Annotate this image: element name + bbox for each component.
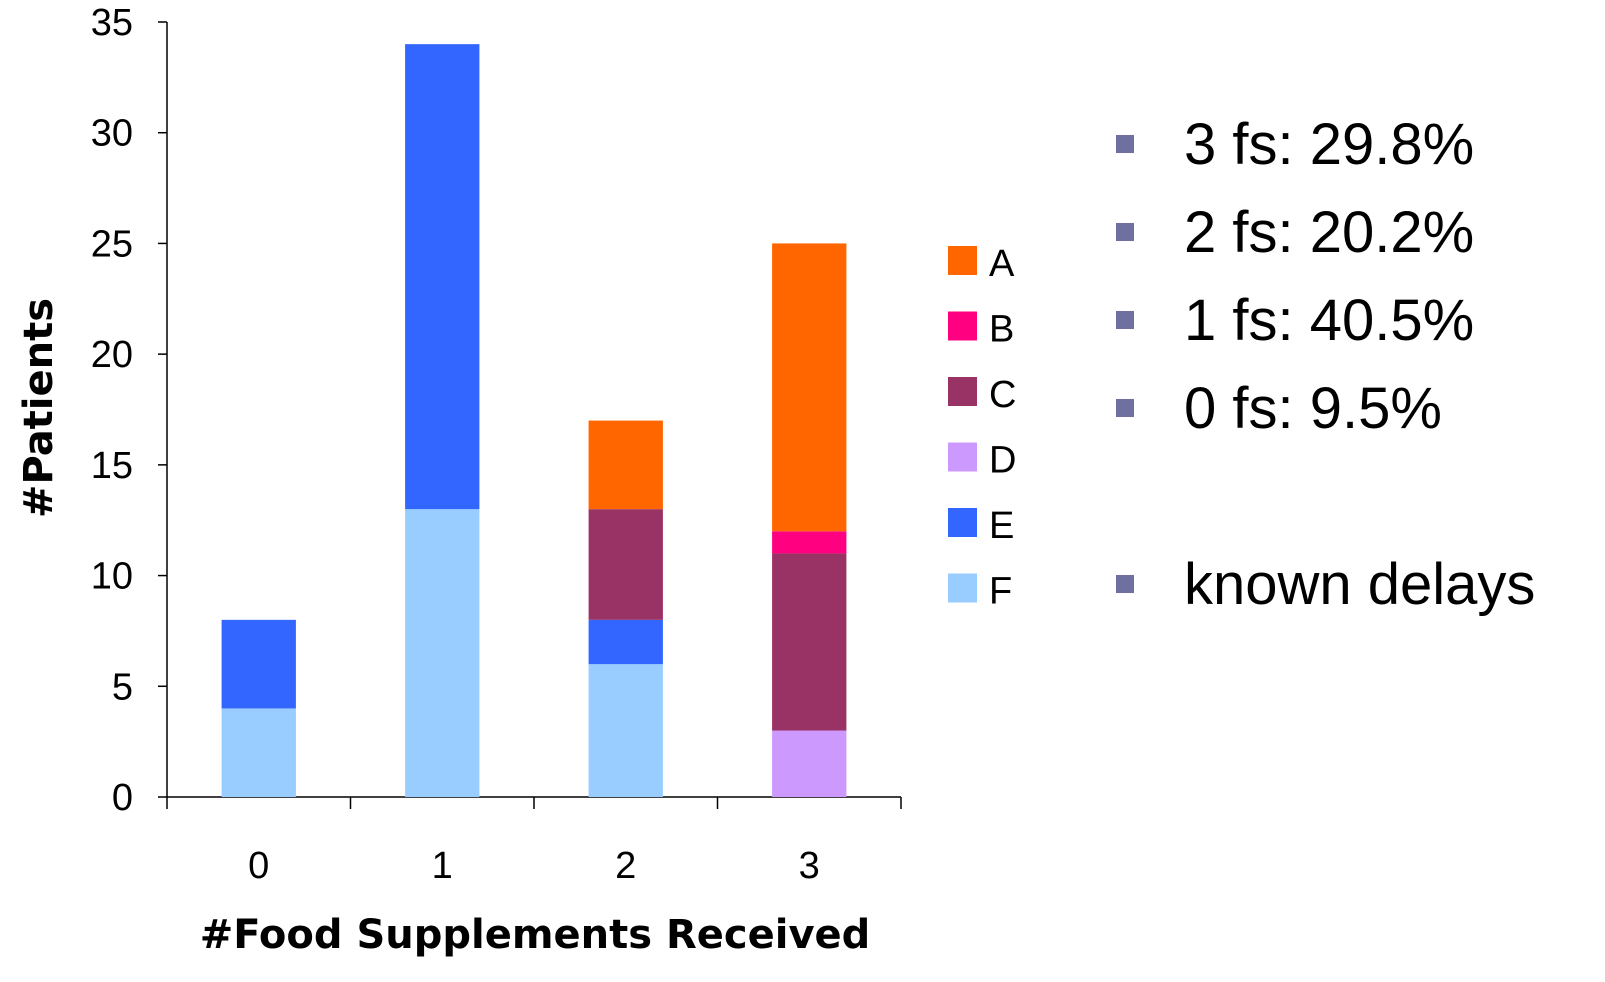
legend-label-f: F (989, 571, 1012, 613)
y-tick-label: 5 (112, 666, 133, 708)
bars (221, 44, 847, 797)
bar-segment-f (221, 708, 296, 797)
legend-swatch-a (948, 246, 977, 275)
y-tick-label: 10 (91, 556, 133, 598)
notes-list: 3 fs: 29.8% 2 fs: 20.2% 1 fs: 40.5% 0 fs… (1110, 100, 1535, 628)
bullet-square-icon (1116, 223, 1134, 241)
bar-segment-b (772, 531, 847, 554)
bullet-square-icon (1116, 135, 1134, 153)
note-item: 0 fs: 9.5% (1110, 364, 1535, 452)
legend-label-d: D (989, 440, 1016, 482)
bar-segment-e (221, 619, 296, 709)
legend-swatch-b (948, 311, 977, 341)
x-tick-label: 3 (799, 845, 820, 887)
note-text: 0 fs: 9.5% (1184, 375, 1442, 441)
bar-segment-f (588, 664, 663, 797)
x-tick-label: 0 (248, 845, 269, 887)
legend-swatch-d (948, 442, 977, 472)
bullet-square-icon (1116, 575, 1134, 593)
note-item: 2 fs: 20.2% (1110, 188, 1535, 276)
y-tick-label: 30 (91, 113, 133, 155)
y-tick-label: 15 (91, 445, 133, 487)
note-item: known delays (1110, 540, 1535, 628)
legend-swatch-c (948, 377, 977, 406)
bullet-square-icon (1116, 399, 1134, 417)
legend-label-e: E (989, 505, 1014, 547)
bar-segment-d (772, 730, 847, 797)
note-text: 3 fs: 29.8% (1184, 111, 1475, 177)
note-item: 1 fs: 40.5% (1110, 276, 1535, 364)
bar-segment-a (588, 420, 663, 510)
note-text: known delays (1184, 551, 1536, 617)
y-tick-label: 20 (91, 334, 133, 376)
y-tick-label: 0 (112, 777, 133, 819)
note-text: 2 fs: 20.2% (1184, 199, 1475, 265)
bullet-square-icon (1116, 311, 1134, 329)
x-axis: 0 1 2 3 (166, 796, 902, 887)
legend-label-b: B (989, 309, 1014, 351)
note-item: 3 fs: 29.8% (1110, 100, 1535, 188)
legend-swatch-e (948, 508, 977, 537)
bar-segment-c (588, 509, 663, 620)
y-axis-title: #Patients (16, 298, 62, 518)
bar-segment-c (772, 553, 847, 731)
x-axis-title: #Food Supplements Received (200, 912, 871, 958)
x-tick-label: 1 (432, 845, 453, 887)
note-text: 1 fs: 40.5% (1184, 287, 1475, 353)
y-axis: 0 5 10 15 20 25 30 35 (91, 2, 168, 819)
legend-label-a: A (989, 243, 1015, 285)
bar-segment-e (405, 44, 480, 510)
legend-swatch-f (948, 573, 977, 603)
x-tick-label: 2 (615, 845, 636, 887)
bar-segment-e (588, 619, 663, 665)
bar-segment-a (772, 243, 847, 532)
bar-segment-f (405, 509, 480, 797)
y-tick-label: 35 (91, 2, 133, 44)
legend-label-c: C (989, 374, 1016, 416)
y-tick-label: 25 (91, 223, 133, 265)
